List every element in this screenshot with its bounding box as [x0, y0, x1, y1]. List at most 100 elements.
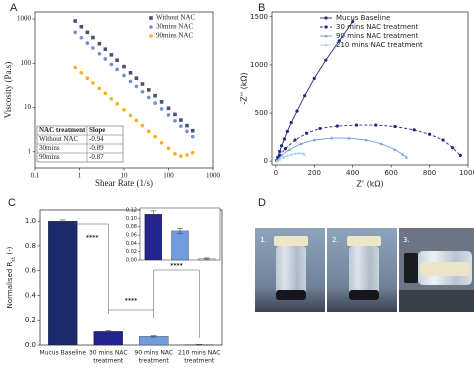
- photo-floor: [399, 290, 474, 312]
- legend-label: Mucus Baseline: [336, 14, 390, 22]
- marker: [91, 81, 95, 85]
- marker: [103, 57, 108, 61]
- marker: [146, 95, 151, 100]
- significance-bracket: [153, 269, 200, 338]
- marker: [275, 159, 279, 163]
- panel-letter: D: [258, 197, 266, 209]
- y-tick-label: 100: [21, 59, 32, 67]
- jar-base: [349, 290, 379, 300]
- marker: [280, 153, 284, 157]
- inset-bar: [144, 214, 163, 261]
- marker: [458, 153, 462, 157]
- y-tick-label: 1000: [17, 15, 32, 23]
- marker: [128, 79, 133, 84]
- marker: [173, 112, 177, 117]
- marker: [149, 34, 153, 38]
- marker: [79, 70, 84, 75]
- y-axis-label-part: Normalised R: [6, 261, 14, 308]
- y-tick-label: 1.0: [25, 217, 36, 225]
- marker: [285, 129, 289, 133]
- marker: [103, 47, 108, 51]
- table-cell: -0.87: [89, 153, 104, 161]
- marker: [73, 30, 77, 35]
- x-tick-label: 0.1: [31, 172, 40, 180]
- y-tick-label: 10: [24, 103, 32, 111]
- plot-frame: [39, 209, 223, 346]
- photo-label: 2.: [332, 236, 339, 244]
- inset-y-tick-label: 0.02: [126, 249, 137, 255]
- x-tick-label: treatment: [93, 358, 124, 365]
- marker: [280, 144, 284, 148]
- marker: [190, 128, 195, 133]
- marker: [318, 126, 322, 131]
- marker: [312, 138, 316, 142]
- marker: [190, 134, 195, 139]
- marker: [109, 97, 114, 101]
- x-tick-label: 1000: [206, 172, 221, 180]
- marker: [115, 102, 119, 106]
- significance-label: ****: [170, 263, 183, 270]
- marker: [393, 124, 397, 129]
- marker: [289, 152, 293, 156]
- inset-y-tick-label: 0.04: [126, 241, 137, 247]
- marker: [335, 124, 339, 128]
- legend-label: 30mins NAC: [156, 23, 193, 31]
- marker: [324, 16, 328, 20]
- marker: [115, 58, 119, 63]
- significance-label: ****: [125, 298, 138, 305]
- table-cell: -0.94: [89, 135, 104, 143]
- y-axis-label: Normalised Rct (-): [6, 246, 17, 308]
- panel-letter: B: [258, 2, 265, 14]
- marker: [278, 157, 282, 161]
- marker: [303, 152, 307, 156]
- marker: [324, 43, 328, 47]
- inset-bar: [171, 230, 189, 261]
- x-tick-label: 400: [346, 169, 359, 177]
- significance-bracket: [108, 306, 154, 318]
- marker: [287, 148, 291, 151]
- marker: [153, 93, 157, 98]
- marker: [140, 90, 145, 94]
- marker: [153, 101, 157, 105]
- bar: [139, 336, 169, 346]
- error-bar: [150, 335, 157, 338]
- x-tick-label: 1: [78, 172, 82, 180]
- error-bar: [59, 219, 66, 223]
- marker: [451, 146, 455, 150]
- plot-frame: [271, 11, 469, 166]
- marker: [85, 30, 90, 35]
- marker: [179, 118, 183, 122]
- marker: [79, 24, 84, 29]
- legend-label: 30 mins NAC treatment: [336, 23, 419, 31]
- marker: [324, 58, 328, 62]
- x-tick-label: treatment: [184, 358, 215, 365]
- y-tick-label: 0.8: [25, 242, 36, 250]
- x-tick-label: treatment: [139, 358, 170, 365]
- marker: [297, 151, 301, 155]
- error-bar: [105, 330, 112, 333]
- x-tick-label: 210 mins NAC: [178, 350, 220, 357]
- x-axis-label: Shear Rate (1/s): [95, 178, 153, 188]
- jar: [349, 246, 379, 298]
- marker: [91, 46, 95, 50]
- marker: [73, 65, 77, 70]
- marker: [149, 25, 153, 29]
- photo-label: 1.: [260, 236, 267, 244]
- marker: [149, 16, 153, 20]
- inset-y-tick-label: 0.10: [126, 216, 137, 222]
- marker: [441, 138, 445, 142]
- jar-cap: [347, 236, 381, 246]
- marker: [379, 142, 384, 146]
- legend-label: 90 mins NAC treatment: [336, 32, 419, 40]
- y-axis-label-part: ct: [11, 257, 17, 262]
- y-tick-label: 0.2: [25, 316, 36, 324]
- marker: [303, 94, 307, 98]
- marker: [312, 76, 316, 80]
- table-cell: Without NAC: [39, 135, 79, 143]
- marker: [295, 109, 299, 113]
- marker: [282, 137, 287, 141]
- marker: [401, 152, 405, 156]
- marker: [304, 131, 309, 135]
- x-tick-label: Mucus Baseline: [39, 350, 86, 357]
